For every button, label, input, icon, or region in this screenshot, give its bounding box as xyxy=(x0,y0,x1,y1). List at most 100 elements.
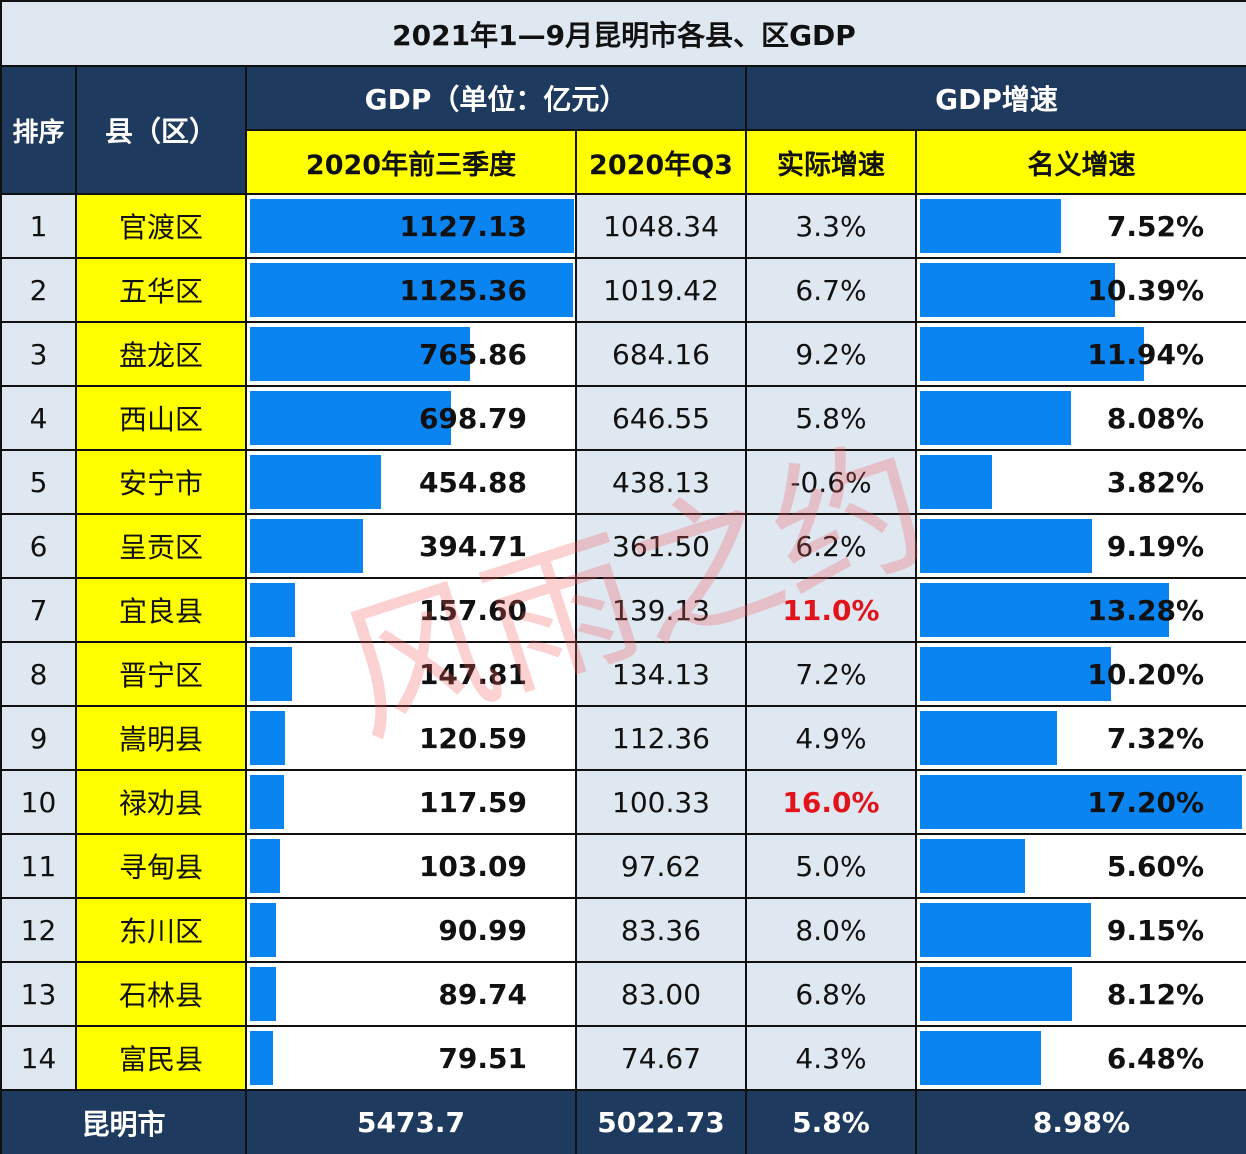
data-bar xyxy=(920,199,1061,253)
data-bar xyxy=(920,1031,1041,1085)
gdp-2021-cell-value: 103.09 xyxy=(418,849,527,883)
nominal-growth-cell-value: 9.19% xyxy=(1106,529,1204,563)
data-bar xyxy=(250,391,451,445)
gdp-q3-2020-cell-value: 646.55 xyxy=(612,401,710,435)
real-growth-cell: 7.2% xyxy=(747,643,917,707)
county-name-cell-value: 富民县 xyxy=(118,1043,203,1076)
gdp-q3-2020-cell-value: 361.50 xyxy=(612,529,710,563)
gdp-2021-cell: 698.79 xyxy=(247,387,577,451)
rank-cell: 13 xyxy=(2,963,77,1027)
nominal-growth-cell-value: 13.28% xyxy=(1087,593,1204,627)
rank-cell-value: 2 xyxy=(29,273,48,307)
data-bar xyxy=(920,263,1115,317)
gdp-2021-cell: 103.09 xyxy=(247,835,577,899)
gdp-2021-cell-value: 147.81 xyxy=(418,657,527,691)
gdp-2021-cell-value: 79.51 xyxy=(438,1041,527,1075)
real-growth-cell-value: 6.7% xyxy=(795,273,867,307)
nominal-growth-cell: 6.48% xyxy=(917,1027,1246,1091)
footer-city: 昆明市 xyxy=(2,1091,247,1154)
data-bar xyxy=(250,967,276,1021)
gdp-q3-2020-cell-value: 83.36 xyxy=(620,913,702,947)
gdp-q3-2020-cell-value: 684.16 xyxy=(612,337,710,371)
real-growth-cell: 5.8% xyxy=(747,387,917,451)
gdp-2021-cell-value: 394.71 xyxy=(418,529,527,563)
rank-cell-value: 11 xyxy=(20,849,57,883)
rank-cell-value: 8 xyxy=(29,657,48,691)
real-growth-cell: 4.3% xyxy=(747,1027,917,1091)
nominal-growth-cell: 9.19% xyxy=(917,515,1246,579)
real-growth-cell-value: 16.0% xyxy=(782,785,880,819)
rank-cell-value: 5 xyxy=(29,465,48,499)
nominal-growth-cell: 13.28% xyxy=(917,579,1246,643)
county-name-cell-value: 呈贡区 xyxy=(118,531,203,564)
data-bar xyxy=(920,711,1057,765)
gdp-2021-cell: 147.81 xyxy=(247,643,577,707)
gdp-q3-2020-cell: 1019.42 xyxy=(577,259,747,323)
gdp-q3-2020-cell-value: 438.13 xyxy=(612,465,710,499)
rank-cell: 10 xyxy=(2,771,77,835)
county-name-cell: 盘龙区 xyxy=(77,323,247,387)
real-growth-cell: 4.9% xyxy=(747,707,917,771)
gdp-2021-cell: 120.59 xyxy=(247,707,577,771)
rank-cell: 2 xyxy=(2,259,77,323)
gdp-q3-2020-cell: 74.67 xyxy=(577,1027,747,1091)
rank-cell-value: 3 xyxy=(29,337,48,371)
gdp-2021-cell: 79.51 xyxy=(247,1027,577,1091)
gdp-q3-2020-cell-value: 97.62 xyxy=(620,849,702,883)
data-bar xyxy=(920,391,1071,445)
data-bar xyxy=(920,903,1091,957)
rank-cell-value: 9 xyxy=(29,721,48,755)
gdp-q3-2020-cell: 97.62 xyxy=(577,835,747,899)
real-growth-cell-value: 8.0% xyxy=(795,913,867,947)
nominal-growth-cell: 3.82% xyxy=(917,451,1246,515)
nominal-growth-cell-value: 11.94% xyxy=(1087,337,1204,371)
gdp-2021-cell-value: 454.88 xyxy=(418,465,527,499)
gdp-q3-2020-cell: 134.13 xyxy=(577,643,747,707)
gdp-q3-2020-cell-value: 100.33 xyxy=(612,785,710,819)
nominal-growth-cell: 10.39% xyxy=(917,259,1246,323)
real-growth-cell-value: 4.3% xyxy=(795,1041,867,1075)
real-growth-cell: 6.7% xyxy=(747,259,917,323)
nominal-growth-cell: 9.15% xyxy=(917,899,1246,963)
real-growth-cell: 6.2% xyxy=(747,515,917,579)
nominal-growth-cell: 7.52% xyxy=(917,195,1246,259)
county-name-cell: 东川区 xyxy=(77,899,247,963)
real-growth-cell-value: 6.2% xyxy=(795,529,867,563)
county-name-cell: 富民县 xyxy=(77,1027,247,1091)
real-growth-cell: 9.2% xyxy=(747,323,917,387)
header-county: 县（区） xyxy=(77,67,247,195)
rank-cell: 8 xyxy=(2,643,77,707)
nominal-growth-cell: 8.08% xyxy=(917,387,1246,451)
gdp-q3-2020-cell: 438.13 xyxy=(577,451,747,515)
gdp-2021-cell: 89.74 xyxy=(247,963,577,1027)
real-growth-cell-value: 7.2% xyxy=(795,657,867,691)
county-name-cell-value: 西山区 xyxy=(118,403,203,436)
county-name-cell: 石林县 xyxy=(77,963,247,1027)
real-growth-cell-value: 9.2% xyxy=(795,337,867,371)
county-name-cell-value: 五华区 xyxy=(118,275,203,308)
gdp-2021-cell-value: 120.59 xyxy=(418,721,527,755)
rank-cell-value: 10 xyxy=(20,785,57,819)
real-growth-cell: 3.3% xyxy=(747,195,917,259)
data-bar xyxy=(920,327,1144,381)
nominal-growth-cell-value: 10.20% xyxy=(1087,657,1204,691)
rank-cell-value: 7 xyxy=(29,593,48,627)
real-growth-cell: 11.0% xyxy=(747,579,917,643)
rank-cell-value: 13 xyxy=(20,977,57,1011)
data-bar xyxy=(250,519,363,573)
county-name-cell-value: 官渡区 xyxy=(118,211,203,244)
data-bar xyxy=(920,583,1169,637)
county-name-cell: 呈贡区 xyxy=(77,515,247,579)
data-bar xyxy=(250,199,574,253)
county-name-cell-value: 安宁市 xyxy=(118,467,203,500)
nominal-growth-cell-value: 9.15% xyxy=(1106,913,1204,947)
rank-cell: 6 xyxy=(2,515,77,579)
nominal-growth-cell: 8.12% xyxy=(917,963,1246,1027)
rank-cell-value: 1 xyxy=(29,209,48,243)
footer-real-growth: 5.8% xyxy=(747,1091,917,1154)
rank-cell: 4 xyxy=(2,387,77,451)
header-q3-2020: 2020年Q3 xyxy=(577,131,747,195)
nominal-growth-cell-value: 8.08% xyxy=(1106,401,1204,435)
county-name-cell: 安宁市 xyxy=(77,451,247,515)
gdp-q3-2020-cell-value: 74.67 xyxy=(620,1041,702,1075)
